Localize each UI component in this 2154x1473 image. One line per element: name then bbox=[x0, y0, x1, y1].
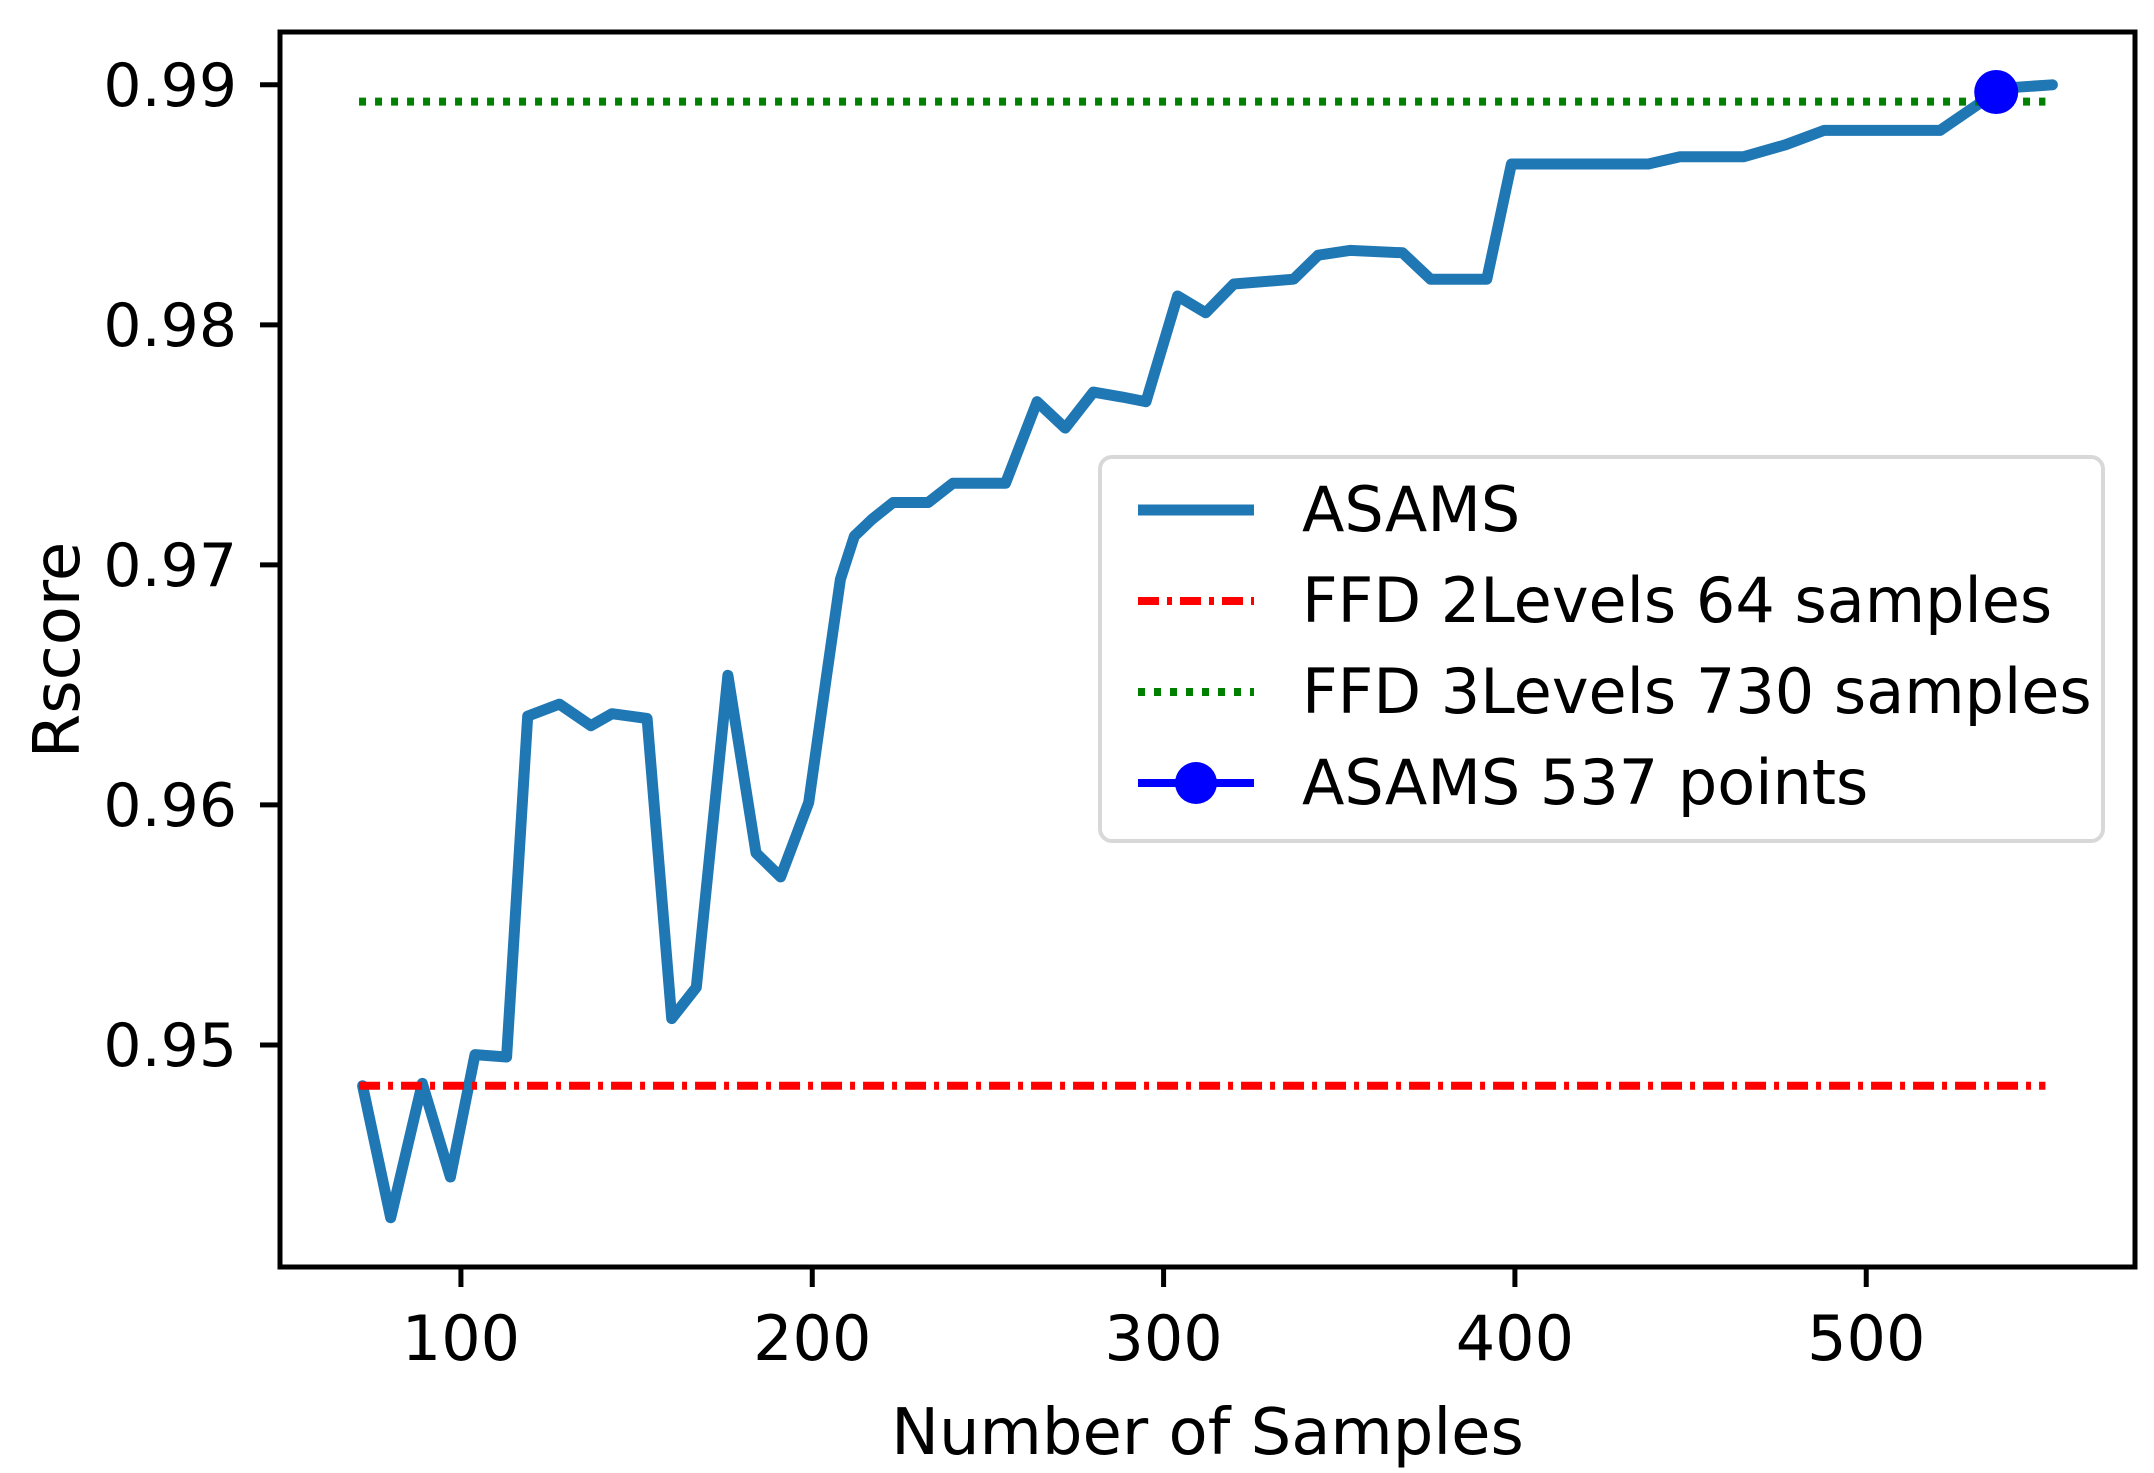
x-tick-label: 500 bbox=[1807, 1302, 1925, 1375]
legend-item-asams-537-points: ASAMS 537 points bbox=[1136, 737, 2101, 828]
legend-label-ffd-2levels: FFD 2Levels 64 samples bbox=[1302, 563, 2053, 637]
legend-line-sample-asams-icon bbox=[1138, 504, 1254, 515]
x-tick-label: 300 bbox=[1104, 1302, 1222, 1375]
legend-label-asams: ASAMS bbox=[1302, 472, 1521, 546]
plot-frame bbox=[277, 29, 2138, 1270]
x-tick-label: 200 bbox=[753, 1302, 871, 1375]
legend-item-asams: ASAMS bbox=[1136, 464, 2101, 555]
x-tick-label: 100 bbox=[402, 1302, 520, 1375]
legend-item-ffd-3levels: FFD 3Levels 730 samples bbox=[1136, 646, 2101, 737]
asams-537-points-marker bbox=[1974, 70, 2019, 115]
legend-label-asams-537-points: ASAMS 537 points bbox=[1302, 745, 1869, 819]
x-axis-label: Number of Samples bbox=[891, 1396, 1524, 1470]
legend: ASAMS FFD 2Levels 64 samples FFD 3Levels… bbox=[1098, 455, 2105, 843]
y-tick-label: 0.96 bbox=[103, 771, 237, 841]
y-axis-label: Rscore bbox=[21, 541, 95, 759]
legend-label-ffd-3levels: FFD 3Levels 730 samples bbox=[1302, 654, 2092, 728]
y-tick-label: 0.98 bbox=[103, 291, 237, 361]
legend-item-ffd-2levels: FFD 2Levels 64 samples bbox=[1136, 555, 2101, 646]
y-tick-label: 0.99 bbox=[103, 51, 237, 121]
legend-line-sample-ffd-3levels-icon bbox=[1138, 687, 1254, 696]
legend-line-sample-asams-537-points-icon bbox=[1138, 761, 1254, 804]
y-tick-label: 0.95 bbox=[103, 1011, 237, 1081]
x-tick-label: 400 bbox=[1456, 1302, 1574, 1375]
asams-line bbox=[357, 79, 2058, 1224]
y-tick-label: 0.97 bbox=[103, 531, 237, 601]
legend-line-sample-ffd-2levels-icon bbox=[1138, 596, 1254, 605]
